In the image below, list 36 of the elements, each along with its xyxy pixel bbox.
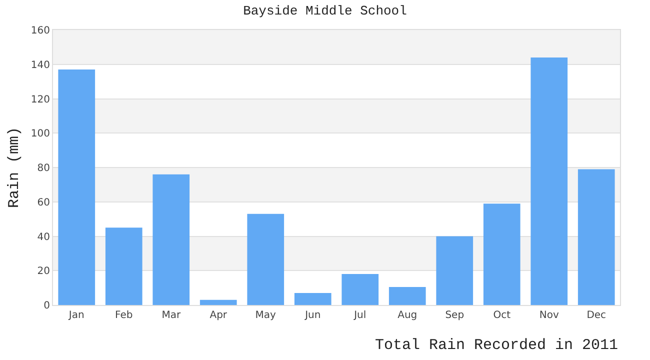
y-tick-label: 140 <box>30 60 50 71</box>
y-tick-label: 40 <box>37 232 50 243</box>
x-tick-label: Dec <box>586 310 606 321</box>
x-tick-label: Apr <box>210 310 228 321</box>
x-tick-label: Sep <box>445 310 464 321</box>
text: Total Rain Recorded in 2011 <box>375 337 618 354</box>
bar <box>105 228 142 305</box>
y-tick-label: 100 <box>30 128 50 140</box>
x-tick-label: Aug <box>398 310 418 321</box>
x-tick-label: Feb <box>115 310 133 321</box>
bar <box>530 58 568 305</box>
bar <box>483 204 520 305</box>
y-tick-label: 20 <box>37 266 50 278</box>
x-tick-label: Jun <box>304 310 321 321</box>
x-tick-label: Jan <box>68 310 84 321</box>
x-tick-label: May <box>255 310 276 321</box>
y-tick-label: 0 <box>44 300 50 312</box>
bar <box>342 274 379 305</box>
bar <box>152 174 190 305</box>
y-axis-title: Rain (mm) <box>6 126 24 208</box>
bar <box>388 286 426 305</box>
x-tick-label: Nov <box>539 310 559 321</box>
bar <box>578 169 615 305</box>
x-tick-label: Mar <box>162 310 182 321</box>
bar <box>436 236 474 305</box>
bar <box>200 300 237 305</box>
bar <box>294 292 332 305</box>
y-tick-label: 160 <box>30 26 50 36</box>
bar <box>247 214 284 305</box>
chart-title: Bayside Middle School <box>243 4 408 18</box>
y-tick-label: 80 <box>37 163 50 174</box>
y-tick-label: 60 <box>37 197 50 208</box>
x-tick-label: Jul <box>353 310 366 321</box>
y-tick-label: 120 <box>30 94 50 106</box>
x-tick-label: Oct <box>493 310 511 321</box>
bar <box>58 70 96 305</box>
